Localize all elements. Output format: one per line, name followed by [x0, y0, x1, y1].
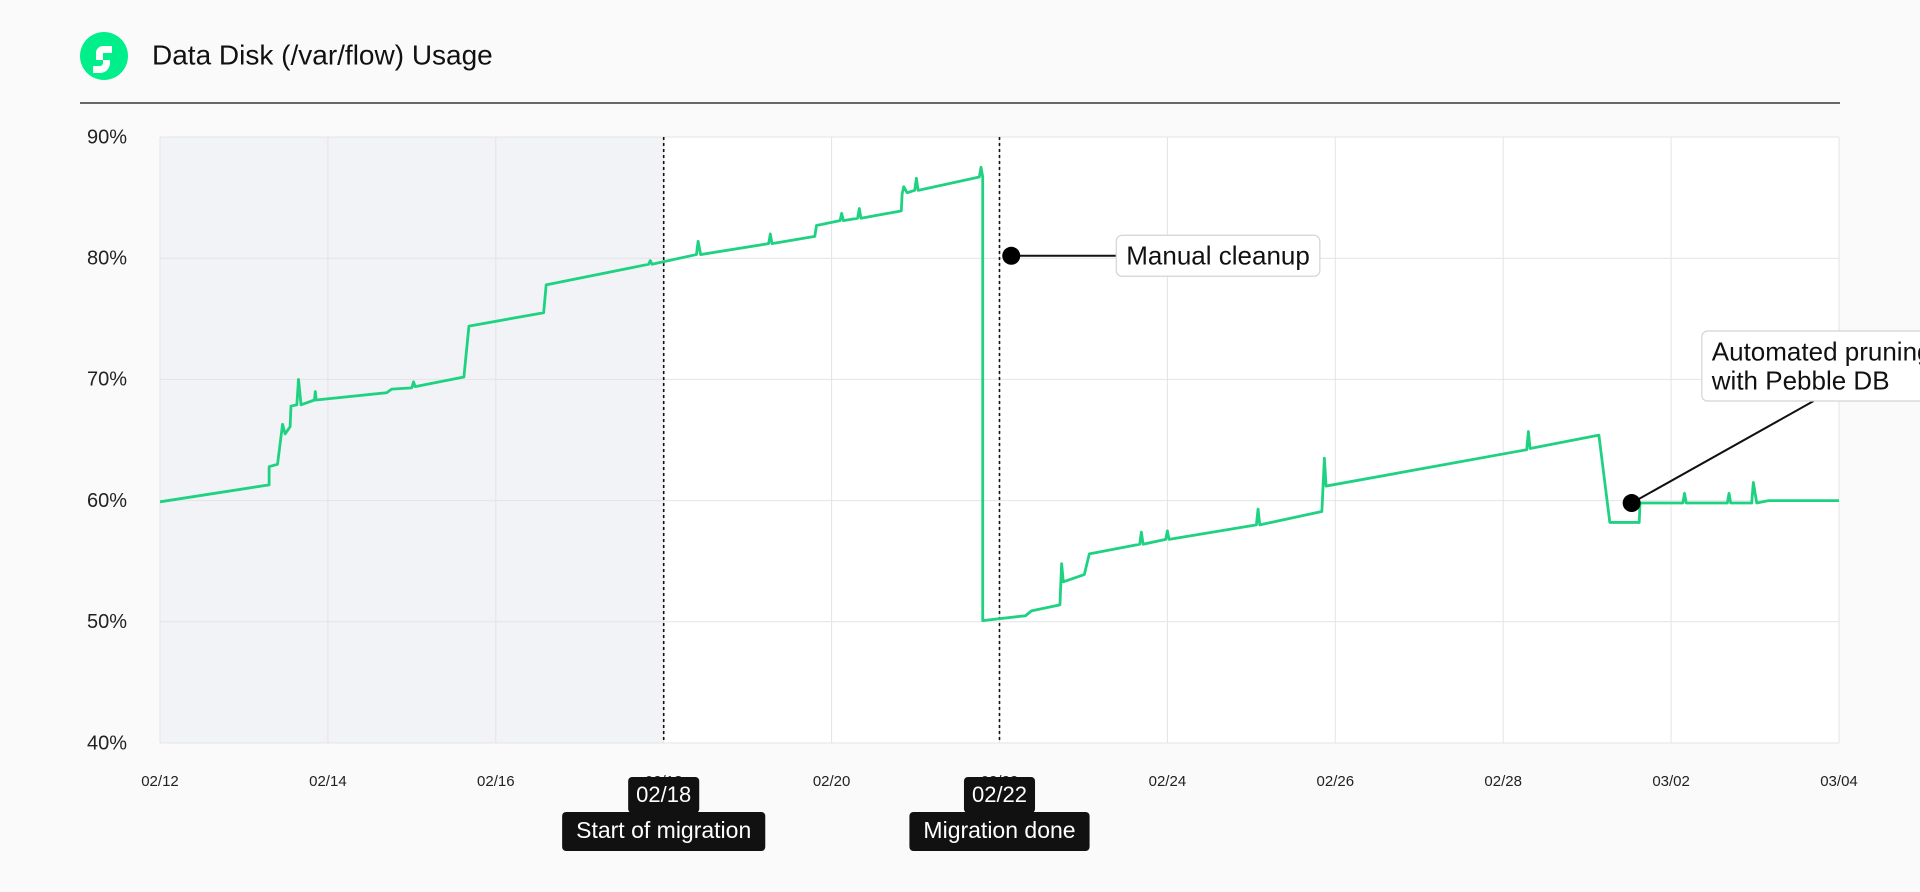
shaded-period — [160, 137, 664, 743]
x-tick-label: 02/20 — [813, 773, 851, 790]
x-tick-label: 02/12 — [141, 773, 179, 790]
data-line — [159, 165, 1839, 622]
annotation-text: Automated pruning — [1712, 336, 1920, 366]
marker-date-box — [628, 777, 700, 813]
marker-text-box — [562, 812, 766, 851]
x-tick-label: 02/26 — [1317, 773, 1355, 790]
y-tick-label: 80% — [87, 247, 127, 269]
x-tick-label: 03/02 — [1652, 773, 1690, 790]
y-tick-label: 50% — [87, 611, 127, 633]
logo-glyph — [93, 46, 112, 73]
marker-text-box — [909, 812, 1090, 851]
annotation: Manual cleanup — [1002, 234, 1321, 277]
y-tick-label: 60% — [87, 490, 127, 512]
marker-label: 02/22 Migration done — [909, 777, 1090, 851]
x-tick-label: 02/28 — [1484, 773, 1522, 790]
annotation-point — [1002, 246, 1021, 265]
annotation-leader — [1631, 400, 1815, 504]
marker-date-box — [963, 777, 1036, 813]
logo — [80, 32, 128, 80]
page-title: Data Disk (/var/flow) Usage — [152, 39, 493, 70]
annotation-point — [1622, 494, 1641, 513]
x-tick-label: 02/14 — [309, 773, 347, 790]
y-tick-label: 70% — [87, 369, 127, 391]
marker-date: 02/22 — [972, 782, 1027, 807]
x-tick-label: 02/16 — [477, 773, 515, 790]
marker-label: 02/18 Start of migration — [562, 777, 766, 851]
annotation-box — [1701, 330, 1920, 402]
annotation-box — [1115, 234, 1321, 277]
x-tick-label: 03/04 — [1820, 773, 1858, 790]
marker-text: Migration done — [923, 817, 1075, 843]
y-tick-label: 40% — [87, 732, 127, 754]
x-tick-label: 02/24 — [1149, 773, 1187, 790]
marker-date: 02/18 — [636, 782, 691, 807]
marker-text: Start of migration — [576, 817, 751, 843]
annotation-text: Manual cleanup — [1126, 241, 1310, 271]
y-tick-label: 90% — [87, 126, 127, 148]
annotation-text: with Pebble DB — [1711, 365, 1890, 395]
